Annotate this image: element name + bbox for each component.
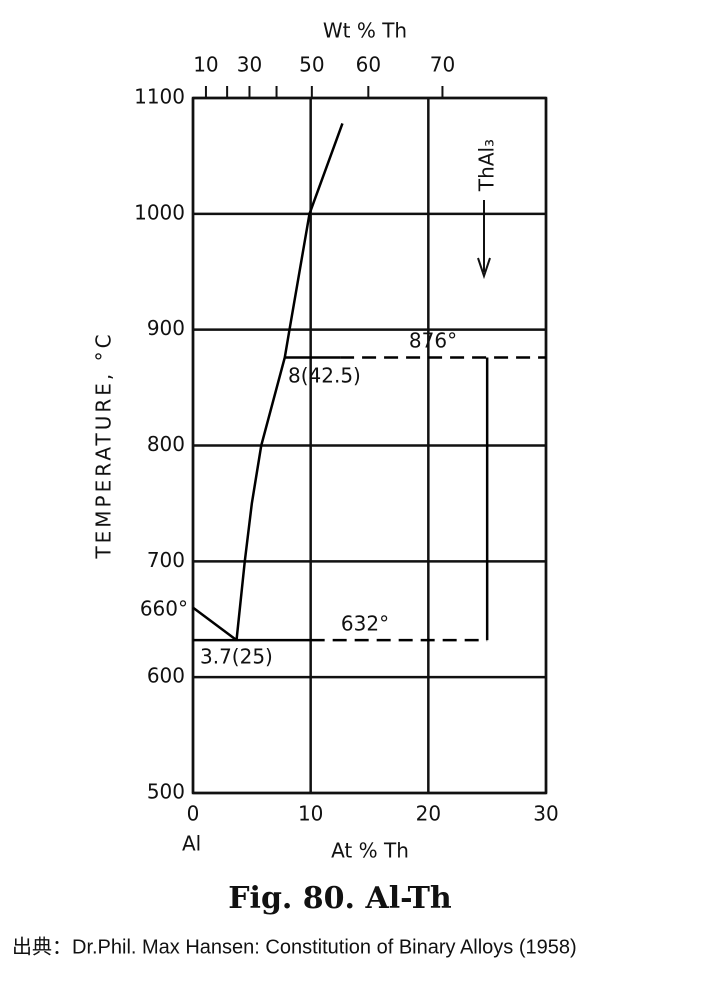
y-tick-label: 800 (147, 432, 185, 456)
phase-line (192, 606, 238, 642)
annotation: 3.7(25) (200, 645, 273, 669)
y-tick-label: 600 (147, 664, 185, 688)
annotation: ThAl₃ (475, 139, 499, 192)
caption: Fig. 80. Al-Th (228, 881, 452, 916)
x2-tick-label: 60 (356, 53, 381, 77)
annotation: 660° (140, 597, 188, 621)
annotation: 632° (341, 612, 389, 636)
y-tick-label: 900 (147, 316, 185, 340)
x2-tick-label: 10 (193, 53, 218, 77)
x-tick-label: 0 (187, 802, 200, 826)
x2-axis-label: Wt % Th (323, 19, 407, 43)
source: 出典：Dr.Phil. Max Hansen: Constitution of … (12, 935, 577, 958)
annotation: 8(42.5) (288, 364, 361, 388)
x-tick-label: 30 (533, 802, 558, 826)
annotation: 876° (409, 329, 457, 353)
phase-line (235, 123, 344, 641)
x2-tick-label: 70 (430, 53, 455, 77)
x-tick-label: 20 (416, 802, 441, 826)
x2-tick-label: 50 (299, 53, 324, 77)
x-tick-label: 10 (298, 802, 323, 826)
x-axis-label: At % Th (331, 839, 409, 863)
y-axis-label: TEMPERATURE, °C (92, 331, 116, 559)
arrow-head (477, 257, 491, 280)
y-tick-label: 500 (147, 780, 185, 804)
y-tick-label: 1100 (134, 85, 185, 109)
y-tick-label: 700 (147, 548, 185, 572)
x2-tick-label: 30 (237, 53, 262, 77)
y-tick-label: 1000 (134, 200, 185, 224)
annotation: Al (182, 832, 201, 856)
